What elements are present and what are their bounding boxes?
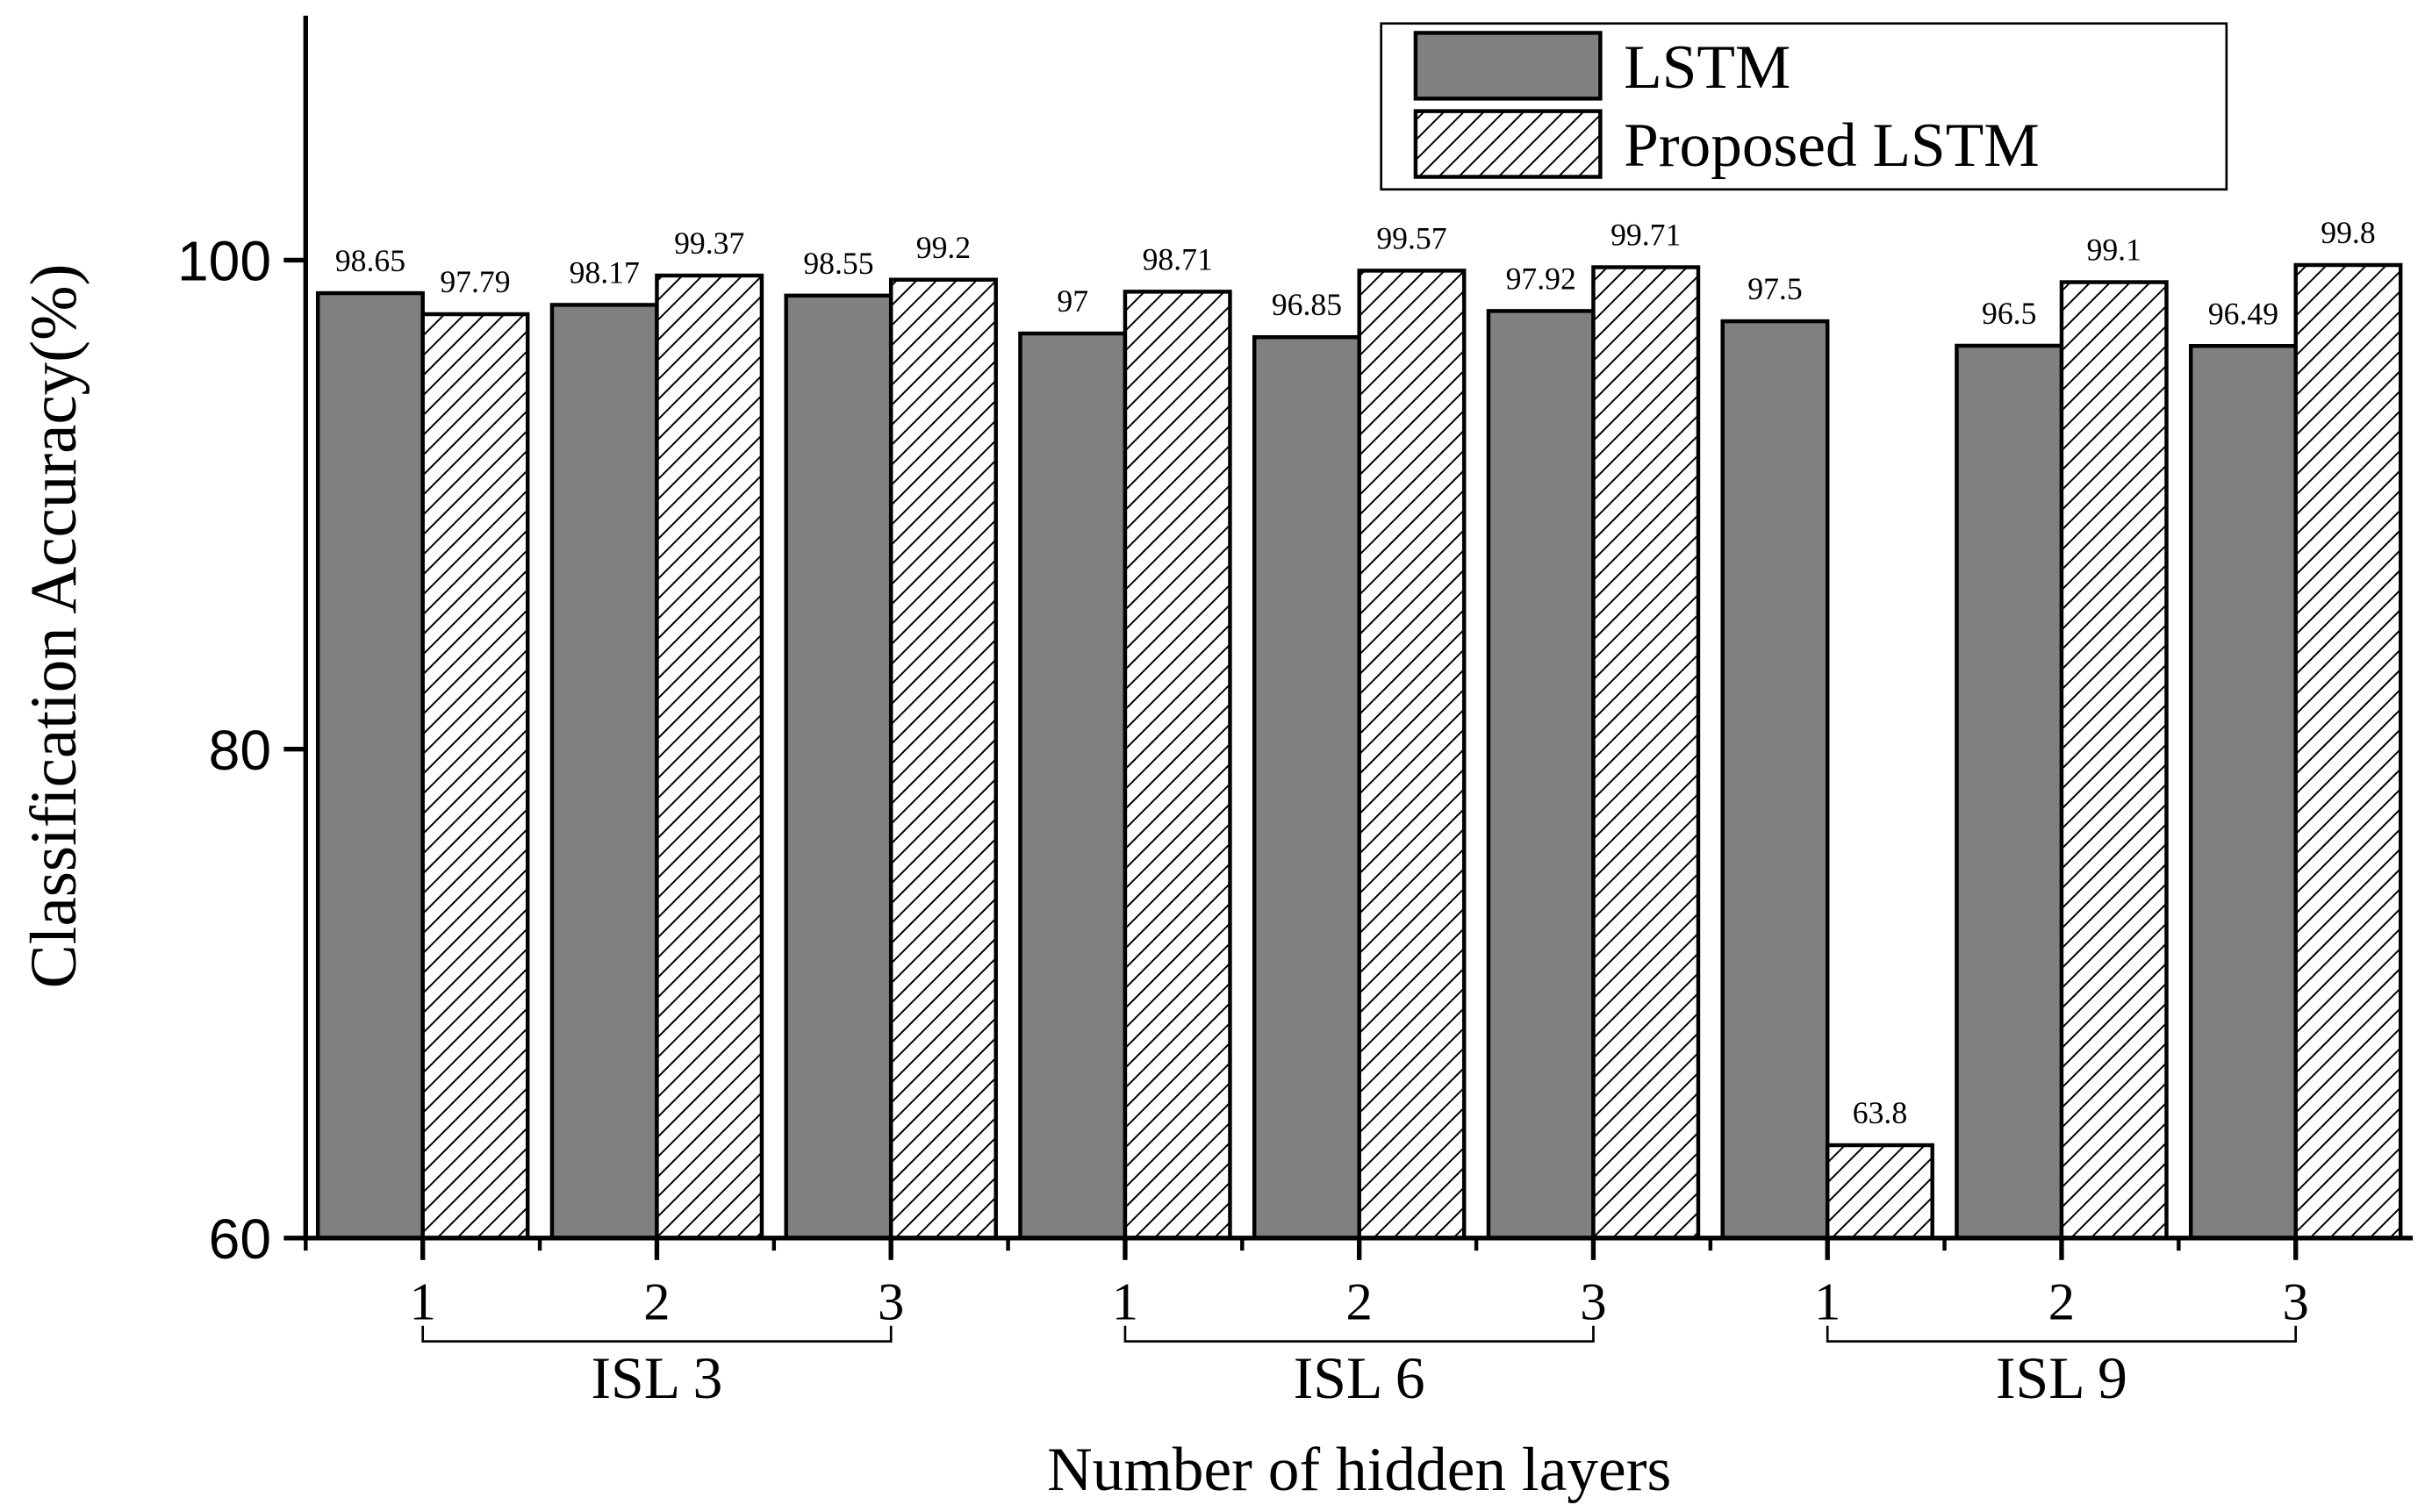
value-label: 98.17 [570,254,640,290]
bar [1591,265,1701,1241]
bar [1018,331,1128,1241]
bar [888,277,998,1241]
bar [420,312,530,1241]
group-bracket [1123,1325,1595,1343]
y-axis-label: Classification Accuracy(%) [18,264,90,989]
group-label: ISL 9 [1996,1345,2127,1411]
x-axis-label: Number of hidden layers [1047,1435,1671,1504]
bar [655,273,764,1241]
legend-label: LSTM [1624,32,1790,102]
bar [1955,343,2064,1241]
x-tick-label: 3 [878,1273,904,1332]
value-label: 99.71 [1611,218,1681,253]
bar [1720,319,1830,1241]
group-bracket [1826,1325,2298,1343]
value-label: 63.8 [1853,1095,1907,1130]
value-label: 98.65 [335,243,405,278]
bar [549,303,659,1241]
value-label: 96.5 [1982,296,2036,331]
legend-swatch [1413,31,1603,101]
bar [1825,1143,1934,1241]
x-tick-label: 3 [2283,1273,2309,1332]
bar [2059,280,2169,1241]
value-label: 97.92 [1506,261,1576,296]
value-label: 99.57 [1376,220,1446,255]
group-label: ISL 3 [591,1345,722,1411]
x-tick-label: 1 [410,1273,436,1332]
value-label: 99.2 [916,230,971,265]
group-label: ISL 6 [1294,1345,1425,1411]
x-tick-label: 1 [1112,1273,1138,1332]
x-tick-label: 2 [2048,1273,2075,1332]
bar [2188,344,2298,1241]
x-tick-label: 2 [1346,1273,1373,1332]
value-label: 96.49 [2208,296,2278,331]
y-tick-label: 100 [177,230,271,293]
x-tick-label: 2 [643,1273,670,1332]
bar [784,293,893,1241]
value-label: 99.1 [2087,233,2141,268]
x-tick-label: 3 [1580,1273,1606,1332]
value-label: 96.85 [1272,287,1342,322]
value-label: 97 [1057,283,1088,319]
y-tick-label: 80 [209,719,271,782]
bar [315,290,425,1241]
value-label: 98.71 [1143,241,1213,276]
bar [1486,309,1596,1241]
bar [2293,262,2403,1241]
legend-label: Proposed LSTM [1624,111,2040,180]
y-tick-label: 60 [209,1207,271,1271]
bar [1123,290,1232,1241]
value-label: 97.5 [1747,271,1802,306]
value-label: 99.37 [674,226,744,261]
bar [1357,269,1467,1241]
x-tick-label: 1 [1814,1273,1840,1332]
bar [1252,334,1361,1241]
value-label: 97.79 [440,264,510,299]
legend-swatch [1413,109,1603,179]
group-bracket [421,1325,893,1343]
value-label: 98.55 [803,246,873,281]
value-label: 99.8 [2321,215,2375,250]
